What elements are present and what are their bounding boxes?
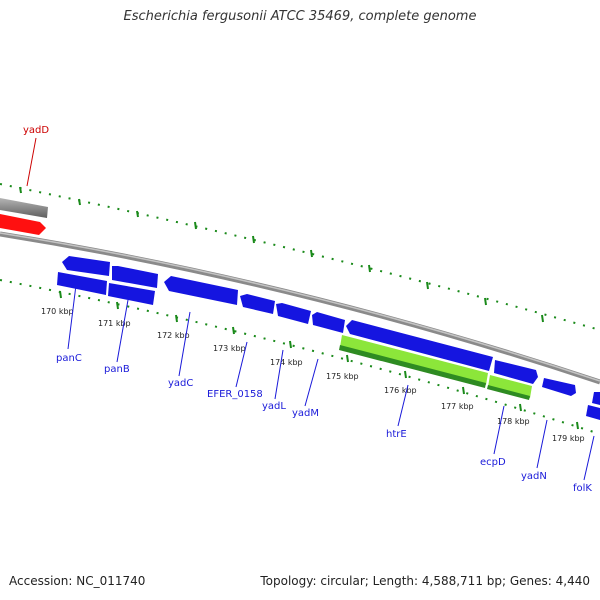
gene-labels: yadD panC panB yadC EFER_0158 yadL yadM … xyxy=(23,125,592,494)
gene-label-yadD[interactable]: yadD xyxy=(23,125,49,136)
gene-label-folK[interactable]: folK xyxy=(573,483,592,494)
gene-htrE[interactable] xyxy=(346,320,493,371)
kbp-tick-labels: 170 kbp 171 kbp 172 kbp 173 kbp 174 kbp … xyxy=(41,307,585,443)
gene-htrE-green[interactable] xyxy=(340,335,488,385)
gene-label-yadC[interactable]: yadC xyxy=(168,378,193,389)
gene-folK[interactable] xyxy=(592,392,600,405)
gene-panC-body[interactable] xyxy=(57,272,107,295)
kbp-label: 178 kbp xyxy=(497,417,530,426)
gene-yadC[interactable] xyxy=(164,276,238,305)
kbp-label: 175 kbp xyxy=(326,372,359,381)
gene-yadL[interactable] xyxy=(276,303,311,324)
kbp-label: 179 kbp xyxy=(552,434,585,443)
kbp-label: 173 kbp xyxy=(213,344,246,353)
forward-strand xyxy=(62,256,600,405)
kbp-label: 176 kbp xyxy=(384,386,417,395)
inner-tick-arc xyxy=(0,279,600,435)
reverse-strand xyxy=(57,272,600,420)
kbp-label: 171 kbp xyxy=(98,319,131,328)
outer-major-ticks xyxy=(19,186,544,323)
inner-major-ticks xyxy=(59,290,579,430)
gene-panC[interactable] xyxy=(62,256,110,276)
gene-label-EFER_0158[interactable]: EFER_0158 xyxy=(207,389,263,400)
genome-title: Escherichia fergusonii ATCC 35469, compl… xyxy=(123,9,477,24)
gene-panB[interactable] xyxy=(112,266,158,288)
gene-label-yadM[interactable]: yadM xyxy=(292,408,319,419)
gene-folK-body[interactable] xyxy=(586,405,600,420)
gene-EFER_0158[interactable] xyxy=(240,294,275,314)
gene-yadD-track[interactable] xyxy=(0,198,48,235)
gene-label-panB[interactable]: panB xyxy=(104,364,130,375)
gene-label-panC[interactable]: panC xyxy=(56,353,82,364)
kbp-label: 174 kbp xyxy=(270,358,303,367)
gene-yadM[interactable] xyxy=(312,312,345,333)
gene-label-htrE[interactable]: htrE xyxy=(386,429,407,440)
gene-yadD[interactable] xyxy=(0,214,46,235)
gene-ecpD-green[interactable] xyxy=(488,375,532,398)
gene-leader-lines xyxy=(26,137,595,481)
gene-ecpD[interactable] xyxy=(494,360,538,384)
gene-label-ecpD[interactable]: ecpD xyxy=(480,457,506,468)
kbp-label: 170 kbp xyxy=(41,307,74,316)
outer-tick-arc xyxy=(0,183,600,331)
kbp-label: 177 kbp xyxy=(441,402,474,411)
kbp-label: 172 kbp xyxy=(157,331,190,340)
gene-yadN[interactable] xyxy=(542,378,576,396)
accession-text: Accession: NC_011740 xyxy=(9,574,146,588)
genome-backbone xyxy=(0,231,600,385)
gene-label-yadN[interactable]: yadN xyxy=(521,471,547,482)
genome-summary-text: Topology: circular; Length: 4,588,711 bp… xyxy=(260,574,590,588)
gene-label-yadL[interactable]: yadL xyxy=(262,401,286,412)
gene-panB-body[interactable] xyxy=(108,283,155,305)
